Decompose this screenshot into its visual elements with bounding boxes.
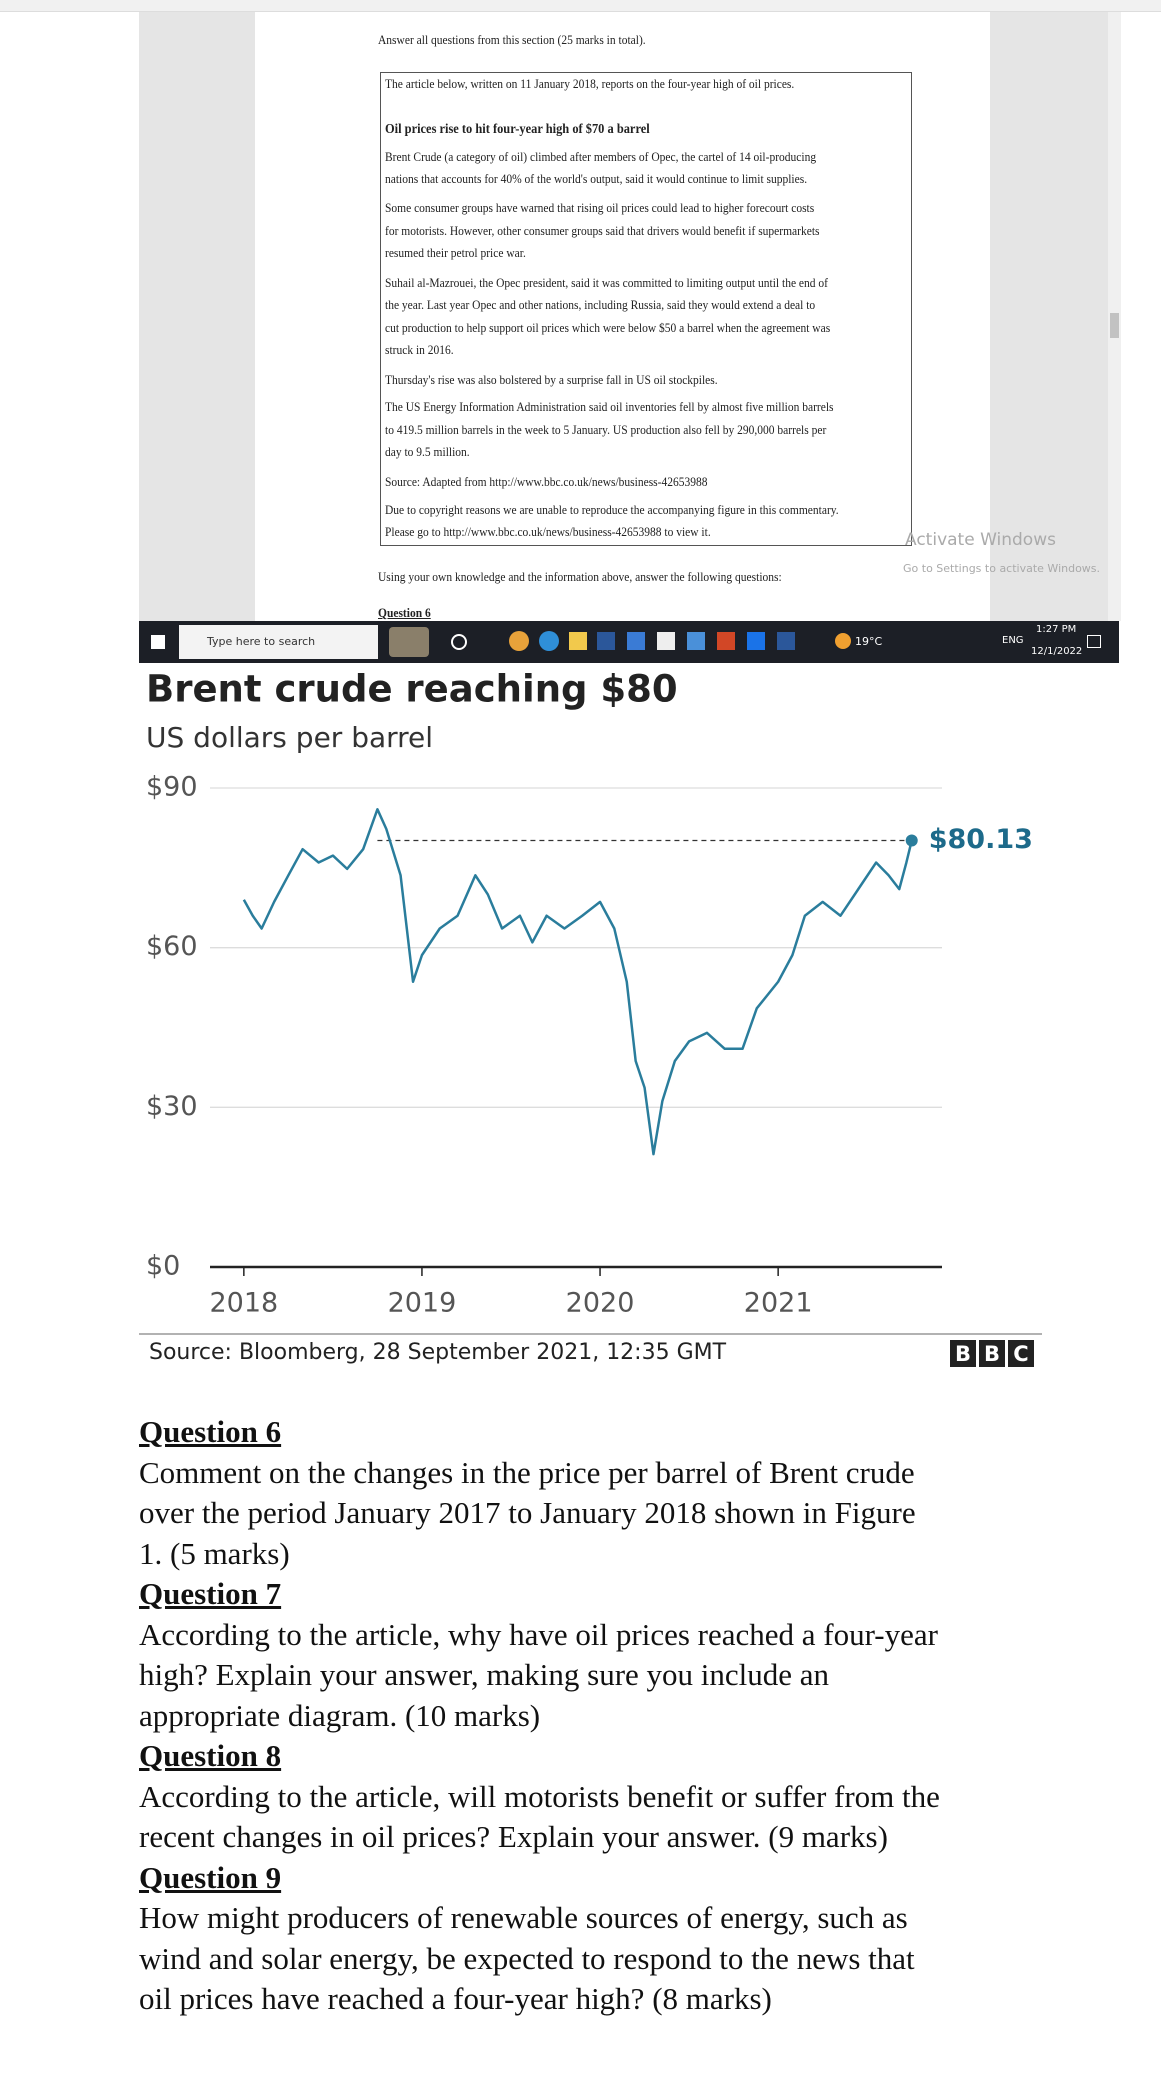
app-icon[interactable] <box>657 632 675 650</box>
article-line: Please go to http://www.bbc.co.uk/news/b… <box>385 525 711 539</box>
app-icon[interactable] <box>389 627 429 657</box>
search-placeholder[interactable]: Type here to search <box>207 635 316 648</box>
document-page: Answer all questions from this section (… <box>255 12 990 621</box>
question-text: appropriate diagram. (10 marks) <box>139 1697 541 1733</box>
next-heading: Question 6 <box>378 606 431 620</box>
article-line: Source: Adapted from http://www.bbc.co.u… <box>385 475 708 489</box>
x-tick-label: 2021 <box>744 1288 813 1319</box>
app-icon[interactable] <box>569 632 587 650</box>
article-line: to 419.5 million barrels in the week to … <box>385 423 827 437</box>
question-text: high? Explain your answer, making sure y… <box>139 1657 830 1692</box>
article-line: resumed their petrol price war. <box>385 246 526 260</box>
y-tick-label: $30 <box>146 1091 198 1122</box>
y-tick-label: $60 <box>146 931 198 962</box>
app-icon[interactable] <box>687 632 705 650</box>
question-heading: Question 7 <box>139 1576 282 1611</box>
notification-icon[interactable] <box>1087 635 1101 648</box>
app-icon[interactable] <box>451 634 467 650</box>
article-headline: Oil prices rise to hit four-year high of… <box>385 121 650 136</box>
start-button[interactable] <box>151 635 165 649</box>
app-icon[interactable] <box>627 632 645 650</box>
app-icon[interactable] <box>509 631 529 651</box>
question-text: According to the article, will motorists… <box>139 1778 940 1814</box>
chart: Brent crude reaching $80 US dollars per … <box>139 668 1042 1367</box>
question-heading: Question 8 <box>139 1738 282 1773</box>
question-text: According to the article, why have oil p… <box>139 1616 938 1652</box>
question-heading: Question 6 <box>139 1414 282 1449</box>
chart-title: Brent crude reaching $80 <box>146 668 678 711</box>
question-heading: Question 9 <box>139 1859 282 1895</box>
price-line <box>242 808 913 1156</box>
article-line: the year. Last year Opec and other natio… <box>385 298 816 312</box>
article-line: for motorists. However, other consumer g… <box>385 224 820 238</box>
article-lead: The article below, written on 11 January… <box>385 77 795 91</box>
top-strip <box>0 0 1161 12</box>
value-label: $80.13 <box>929 824 1033 855</box>
logo-letter: B <box>955 1342 971 1366</box>
article-line: day to 9.5 million. <box>385 445 470 459</box>
article-box <box>380 72 912 546</box>
article-line: Suhail al-Mazrouei, the Opec president, … <box>385 276 828 290</box>
app-icon[interactable] <box>747 632 765 650</box>
logo-box <box>979 1340 1005 1367</box>
x-tick-label: 2020 <box>566 1288 635 1319</box>
clock-time[interactable]: 1:27 PM <box>1036 624 1077 635</box>
watermark-subtitle: Go to Settings to activate Windows. <box>903 562 1101 575</box>
clock-date[interactable]: 12/1/2022 <box>1031 646 1083 657</box>
y-tick-label: $0 <box>146 1251 180 1282</box>
weather-icon[interactable] <box>835 633 851 649</box>
app-icon[interactable] <box>539 631 559 651</box>
logo-letter: C <box>1013 1342 1028 1366</box>
article-line: struck in 2016. <box>385 343 454 357</box>
question-text: wind and solar energy, be expected to re… <box>139 1940 915 1976</box>
source: Source: Bloomberg, 28 September 2021, 12… <box>149 1340 727 1365</box>
intro: Answer all questions from this section (… <box>378 33 646 47</box>
question-text: How might producers of renewable sources… <box>139 1900 908 1935</box>
article-line: Brent Crude (a category of oil) climbed … <box>385 150 817 164</box>
app-icon[interactable] <box>597 632 615 650</box>
article-line: Due to copyright reasons we are unable t… <box>385 503 839 517</box>
x-tick-label: 2018 <box>209 1288 278 1319</box>
app-icon[interactable] <box>717 632 735 650</box>
logo-box <box>1008 1340 1034 1367</box>
article-line: nations that accounts for 40% of the wor… <box>385 172 808 186</box>
search-box[interactable] <box>179 625 378 659</box>
language[interactable]: ENG <box>1002 635 1024 646</box>
watermark-title: Activate Windows <box>905 530 1056 550</box>
logo-box <box>950 1340 976 1367</box>
y-tick-label: $90 <box>146 772 198 803</box>
scrollbar-thumb <box>1110 313 1119 338</box>
weather[interactable]: 19°C <box>855 635 883 648</box>
taskbar: Type here to search 19°C ENG 1:27 PM 12/… <box>139 621 1119 663</box>
question-text: over the period January 2017 to January … <box>139 1495 916 1530</box>
x-tick-label: 2019 <box>388 1288 457 1319</box>
article-line: The US Energy Information Administration… <box>385 400 834 414</box>
article-line: cut production to help support oil price… <box>385 321 831 335</box>
chart-subtitle: US dollars per barrel <box>146 721 433 754</box>
end-point <box>905 834 918 847</box>
logo-letter: B <box>984 1342 1000 1366</box>
article-line: Some consumer groups have warned that ri… <box>385 201 815 215</box>
question-text: oil prices have reached a four-year high… <box>139 1981 772 2016</box>
question-text: recent changes in oil prices? Explain yo… <box>139 1819 888 1854</box>
instruction: Using your own knowledge and the informa… <box>378 570 782 584</box>
article-line: Thursday's rise was also bolstered by a … <box>385 373 718 387</box>
question-text: 1. (5 marks) <box>139 1535 290 1571</box>
question-text: Comment on the changes in the price per … <box>139 1454 915 1490</box>
app-icon[interactable] <box>777 632 795 650</box>
